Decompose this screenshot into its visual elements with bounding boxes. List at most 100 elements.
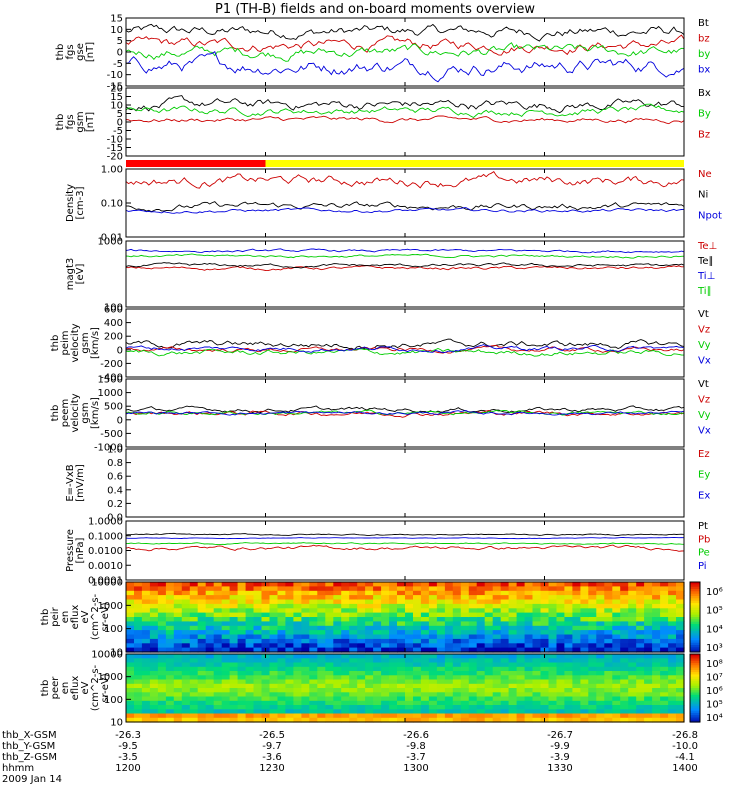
heatmap-cell bbox=[213, 586, 223, 592]
heatmap-cell bbox=[277, 621, 287, 627]
heatmap-cell bbox=[564, 638, 573, 644]
heatmap-cell bbox=[596, 625, 605, 631]
heatmap-cell bbox=[245, 671, 255, 676]
heatmap-cell bbox=[652, 679, 661, 685]
heatmap-cell bbox=[596, 603, 605, 609]
heatmap-cell bbox=[389, 590, 398, 596]
heatmap-cell bbox=[572, 671, 581, 676]
heatmap-cell bbox=[301, 603, 310, 609]
y-tick-label: -200 bbox=[100, 359, 123, 370]
heatmap-cell bbox=[181, 654, 191, 659]
y-axis-label: (cm^2-s- bbox=[90, 664, 101, 711]
heatmap-cell bbox=[516, 595, 526, 601]
heatmap-cell bbox=[556, 630, 566, 636]
heatmap-cell bbox=[628, 662, 637, 668]
heatmap-cell bbox=[277, 717, 287, 723]
heatmap-cell bbox=[484, 700, 494, 706]
heatmap-cell bbox=[285, 666, 294, 672]
heatmap-cell bbox=[484, 630, 494, 636]
heatmap-cell bbox=[572, 586, 581, 592]
heatmap-cell bbox=[524, 603, 534, 609]
heatmap-cell bbox=[460, 638, 470, 644]
heatmap-cell bbox=[189, 671, 199, 676]
heatmap-cell bbox=[580, 666, 589, 672]
heatmap-cell bbox=[325, 709, 334, 715]
heatmap-cell bbox=[644, 599, 653, 605]
heatmap-cell bbox=[301, 599, 310, 605]
heatmap-cell bbox=[365, 643, 374, 649]
heatmap-cell bbox=[436, 688, 446, 693]
heatmap-cell bbox=[548, 630, 558, 636]
y-axis-label: E=-VxB bbox=[65, 464, 76, 501]
heatmap-cell bbox=[253, 643, 263, 649]
heatmap-cell bbox=[165, 713, 175, 719]
heatmap-cell bbox=[333, 586, 342, 592]
heatmap-cell bbox=[149, 595, 159, 601]
heatmap-cell bbox=[245, 696, 255, 702]
heatmap-cell bbox=[126, 700, 135, 706]
heatmap-cell bbox=[516, 590, 526, 596]
heatmap-cell bbox=[604, 713, 613, 719]
y-tick-label: 1000 bbox=[98, 237, 123, 248]
heatmap-cell bbox=[468, 675, 478, 681]
heatmap-cell bbox=[676, 599, 685, 605]
heatmap-cell bbox=[588, 586, 597, 592]
heatmap-cell bbox=[532, 599, 542, 605]
heatmap-cell bbox=[428, 688, 438, 693]
heatmap-cell bbox=[397, 634, 406, 640]
heatmap-cell bbox=[373, 705, 382, 710]
heatmap-cell bbox=[173, 582, 183, 587]
heatmap-cell bbox=[413, 671, 422, 676]
heatmap-cell bbox=[397, 608, 406, 614]
colorbar-segment bbox=[690, 589, 700, 592]
colorbar-segment bbox=[690, 645, 700, 648]
heatmap-cell bbox=[596, 713, 605, 719]
heatmap-cell bbox=[309, 709, 318, 715]
heatmap-cell bbox=[636, 709, 645, 715]
heatmap-cell bbox=[341, 621, 350, 627]
heatmap-cell bbox=[301, 590, 310, 596]
heatmap-cell bbox=[373, 671, 382, 676]
heatmap-cell bbox=[460, 625, 470, 631]
heatmap-cell bbox=[588, 700, 597, 706]
heatmap-cell bbox=[524, 595, 534, 601]
heatmap-cell bbox=[628, 654, 637, 659]
heatmap-cell bbox=[524, 705, 534, 710]
heatmap-cell bbox=[588, 654, 597, 659]
heatmap-cell bbox=[580, 625, 589, 631]
heatmap-cell bbox=[468, 700, 478, 706]
heatmap-cell bbox=[373, 625, 382, 631]
heatmap-cell bbox=[604, 671, 613, 676]
heatmap-cell bbox=[588, 666, 597, 672]
heatmap-cell bbox=[173, 666, 183, 672]
colorbar-segment bbox=[690, 694, 700, 698]
colorbar-segment bbox=[690, 654, 700, 657]
heatmap-cell bbox=[325, 621, 334, 627]
series-line bbox=[125, 410, 685, 416]
heatmap-cell bbox=[620, 582, 629, 587]
heatmap-cell bbox=[484, 679, 494, 685]
heatmap-cell bbox=[644, 683, 653, 689]
heatmap-cell bbox=[221, 590, 231, 596]
heatmap-cell bbox=[644, 582, 653, 587]
heatmap-cell bbox=[357, 630, 366, 636]
heatmap-cell bbox=[428, 603, 438, 609]
heatmap-cell bbox=[277, 709, 287, 715]
heatmap-cell bbox=[349, 590, 358, 596]
heatmap-cell bbox=[652, 617, 661, 622]
y-axis-label: velocity bbox=[70, 323, 81, 362]
y-axis-label: gsm bbox=[80, 402, 91, 423]
heatmap-cell bbox=[588, 679, 597, 685]
heatmap-cell bbox=[134, 688, 143, 693]
heatmap-cell bbox=[644, 595, 653, 601]
heatmap-cell bbox=[540, 612, 550, 618]
heatmap-cell bbox=[389, 603, 398, 609]
heatmap-cell bbox=[253, 603, 263, 609]
heatmap-cell bbox=[572, 582, 581, 587]
heatmap-cell bbox=[237, 696, 247, 702]
heatmap-cell bbox=[205, 683, 215, 689]
colorbar-segment bbox=[690, 688, 700, 691]
heatmap-cell bbox=[389, 713, 398, 719]
heatmap-cell bbox=[213, 612, 223, 618]
heatmap-cell bbox=[357, 608, 366, 614]
